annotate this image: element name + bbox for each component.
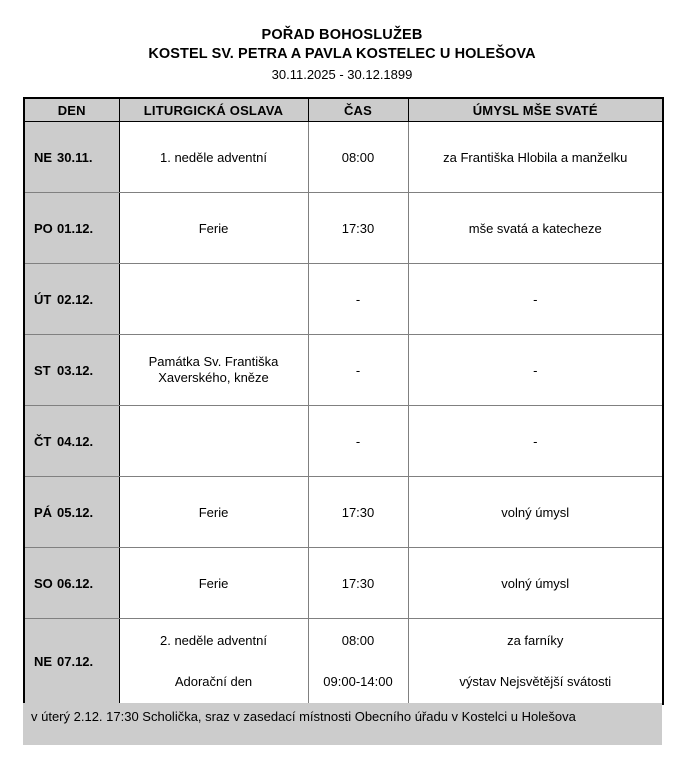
table-row: SO 06.12. Ferie 17:30 volný úmysl	[24, 547, 663, 619]
cell-liturgy: Památka Sv. Františka Xaverského, kněze	[118, 334, 309, 406]
cell-day: NE 07.12.	[24, 618, 120, 705]
cell-liturgy	[118, 405, 309, 477]
cell-liturgy-line1: 2. neděle adventní	[160, 633, 267, 648]
cell-intention-stack: za farníky výstav Nejsvětější svátosti	[413, 621, 659, 701]
cell-time: 17:30	[307, 192, 409, 264]
day-abbreviation: SO	[34, 575, 53, 591]
column-header-intention: ÚMYSL MŠE SVATÉ	[407, 98, 664, 122]
day-date: 03.12.	[57, 362, 94, 378]
cell-liturgy-line1: Památka Sv. Františka	[148, 354, 279, 369]
footer-note: v úterý 2.12. 17:30 Scholička, sraz v za…	[23, 703, 662, 745]
cell-intention: za farníky výstav Nejsvětější svátosti	[407, 618, 663, 705]
cell-day: PO 01.12.	[24, 192, 120, 264]
day-abbreviation: NE	[34, 653, 53, 669]
cell-liturgy: Ferie	[118, 192, 309, 264]
cell-time: -	[307, 263, 409, 335]
day-date: 30.11.	[57, 149, 93, 165]
cell-intention: -	[407, 263, 663, 335]
table-row: ÚT 02.12. - -	[24, 263, 663, 335]
table-header: DEN LITURGICKÁ OSLAVA ČAS ÚMYSL MŠE SVAT…	[23, 98, 664, 122]
date-range: 30.11.2025 - 30.12.1899	[271, 67, 413, 82]
cell-intention-line2: výstav Nejsvětější svátosti	[459, 674, 612, 689]
cell-intention: volný úmysl	[407, 547, 663, 619]
day-date: 02.12.	[57, 291, 94, 307]
table-row: NE 07.12. 2. neděle adventní Adorační den…	[24, 618, 663, 705]
mass-schedule-table: DEN LITURGICKÁ OSLAVA ČAS ÚMYSL MŠE SVAT…	[23, 97, 664, 705]
cell-intention-line1: za farníky	[507, 633, 564, 648]
cell-day: PÁ 05.12.	[24, 476, 120, 548]
cell-time: 17:30	[307, 476, 409, 548]
cell-time: 17:30	[307, 547, 409, 619]
cell-intention: -	[407, 334, 663, 406]
day-date: 07.12.	[57, 653, 94, 669]
cell-liturgy-stack: 2. neděle adventní Adorační den	[124, 621, 304, 701]
cell-day: ÚT 02.12.	[24, 263, 120, 335]
cell-time: -	[307, 334, 409, 406]
column-header-time: ČAS	[307, 98, 409, 122]
cell-liturgy: Ferie	[118, 547, 309, 619]
table-row: ST 03.12. Památka Sv. Františka Xaverskéh…	[24, 334, 663, 406]
table-row: PÁ 05.12. Ferie 17:30 volný úmysl	[24, 476, 663, 548]
day-date: 04.12.	[57, 433, 94, 449]
cell-liturgy-line2: Xaverského, kněze	[158, 370, 269, 385]
cell-time: -	[307, 405, 409, 477]
document-title-block: POŘAD BOHOSLUŽEB KOSTEL SV. PETRA A PAVL…	[0, 26, 684, 84]
column-header-liturgy: LITURGICKÁ OSLAVA	[118, 98, 309, 122]
table-row: PO 01.12. Ferie 17:30 mše svatá a kateche…	[24, 192, 663, 264]
cell-day: ST 03.12.	[24, 334, 120, 406]
day-abbreviation: NE	[34, 149, 53, 165]
cell-time-line1: 08:00	[341, 633, 375, 648]
cell-time: 08:00	[307, 121, 409, 193]
cell-time-line2: 09:00-14:00	[323, 674, 393, 689]
table-row: ČT 04.12. - -	[24, 405, 663, 477]
table-header-row: DEN LITURGICKÁ OSLAVA ČAS ÚMYSL MŠE SVAT…	[23, 98, 664, 122]
day-date: 01.12.	[57, 220, 94, 236]
table-body: NE 30.11. 1. neděle adventní 08:00 za Fra…	[24, 121, 663, 705]
cell-day: NE 30.11.	[24, 121, 120, 193]
cell-intention: mše svatá a katecheze	[407, 192, 663, 264]
cell-intention: -	[407, 405, 663, 477]
cell-day: SO 06.12.	[24, 547, 120, 619]
cell-liturgy	[118, 263, 309, 335]
day-abbreviation: PÁ	[34, 504, 53, 520]
table-row: NE 30.11. 1. neděle adventní 08:00 za Fra…	[24, 121, 663, 193]
cell-liturgy: Ferie	[118, 476, 309, 548]
day-date: 06.12.	[57, 575, 94, 591]
cell-day: ČT 04.12.	[24, 405, 120, 477]
day-date: 05.12.	[57, 504, 94, 520]
cell-time: 08:00 09:00-14:00	[307, 618, 409, 705]
page-title: POŘAD BOHOSLUŽEB	[261, 27, 423, 43]
day-abbreviation: ST	[34, 362, 51, 378]
cell-liturgy-line2: Adorační den	[174, 674, 253, 689]
day-abbreviation: PO	[34, 220, 53, 236]
day-abbreviation: ÚT	[34, 291, 52, 307]
cell-intention: volný úmysl	[407, 476, 663, 548]
day-abbreviation: ČT	[34, 433, 52, 449]
cell-liturgy: 2. neděle adventní Adorační den	[118, 618, 309, 705]
page-subtitle-church: KOSTEL SV. PETRA A PAVLA KOSTELEC U HOLE…	[148, 46, 536, 62]
cell-liturgy: 1. neděle adventní	[118, 121, 309, 193]
column-header-day: DEN	[23, 98, 120, 122]
cell-intention: za Františka Hlobila a manželku	[407, 121, 663, 193]
cell-time-stack: 08:00 09:00-14:00	[313, 621, 404, 701]
